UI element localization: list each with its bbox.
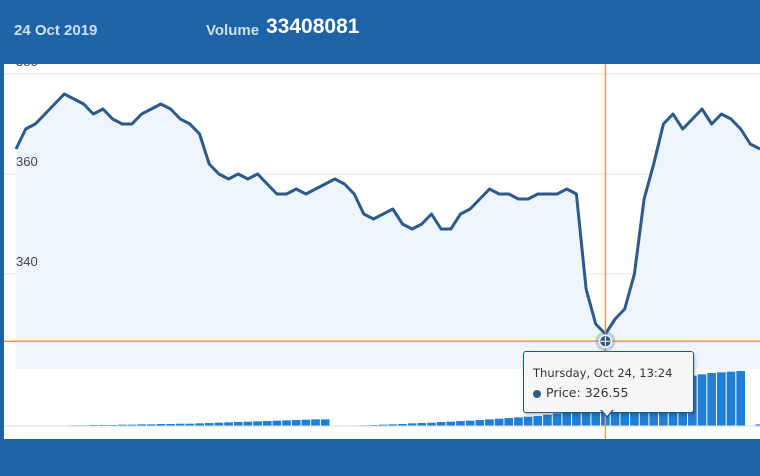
- volume-bar: [572, 409, 581, 426]
- volume-bar: [523, 416, 533, 426]
- volume-bar: [707, 372, 717, 426]
- tooltip-pointer-inner: [602, 410, 612, 416]
- volume-bar: [456, 421, 465, 426]
- volume-label: Volume: [206, 22, 260, 39]
- price-area-fill: [16, 94, 760, 369]
- volume-bar: [494, 418, 504, 426]
- volume-bar: [726, 371, 736, 426]
- volume-bar: [717, 372, 726, 426]
- volume-bar: [407, 423, 417, 426]
- price-line[interactable]: [14, 92, 760, 336]
- volume-bar: [417, 423, 427, 426]
- tooltip-value: 326.55: [584, 385, 629, 400]
- volume-bar: [465, 420, 475, 426]
- volume-value: 33408081: [266, 15, 360, 38]
- y-axis-tick-labels: 380 360 340: [16, 64, 38, 269]
- volume-bar: [204, 423, 214, 426]
- volume-bar: [562, 412, 572, 426]
- price-tooltip: Thursday, Oct 24, 13:24 Price: 326.55: [523, 351, 694, 418]
- y-tick-label: 380: [16, 64, 38, 69]
- volume-bar: [436, 422, 446, 426]
- volume-bar: [185, 423, 195, 426]
- volume-bar: [272, 420, 282, 426]
- volume-bar: [697, 374, 707, 426]
- volume-bar: [485, 419, 494, 426]
- volume-bar: [533, 416, 543, 426]
- volume-bar: [156, 424, 166, 426]
- volume-bar: [552, 413, 562, 426]
- volume-bar: [301, 419, 311, 426]
- volume-bar: [166, 424, 175, 426]
- chart-panel[interactable]: 380 360 340 Thursday, Oct 24, 13:24 Price:…: [4, 64, 760, 439]
- volume-bar: [543, 414, 552, 426]
- volume-bar: [175, 423, 185, 426]
- tooltip-body: Price: 326.55: [533, 385, 628, 400]
- volume-bar: [581, 401, 591, 426]
- session-date: 24 Oct 2019: [14, 22, 98, 39]
- volume-bar: [253, 421, 262, 426]
- volume-bar: [195, 423, 204, 426]
- volume-bar: [388, 424, 398, 426]
- volume-bar: [736, 371, 746, 426]
- volume-bar: [224, 422, 233, 426]
- volume-bar: [446, 421, 456, 426]
- volume-bar: [282, 420, 291, 426]
- volume-bar: [398, 424, 407, 426]
- volume-bar: [137, 424, 146, 426]
- y-tick-label: 360: [16, 154, 38, 169]
- series-marker-icon: [533, 389, 541, 398]
- volume-bar: [378, 424, 388, 426]
- volume-bar: [262, 421, 272, 426]
- volume-bar: [233, 422, 243, 426]
- volume-bar: [117, 424, 127, 426]
- volume-bar: [475, 420, 485, 426]
- volume-bar: [127, 424, 137, 426]
- tooltip-title: Thursday, Oct 24, 13:24: [533, 366, 673, 380]
- volume-bar: [514, 417, 523, 426]
- volume-bar: [427, 422, 436, 426]
- volume-bar: [320, 419, 330, 426]
- volume-bar: [146, 424, 156, 426]
- header-bar: 24 Oct 2019 Volume 33408081: [0, 0, 760, 64]
- volume-bar: [504, 418, 514, 426]
- tooltip-series: Price: [546, 385, 577, 400]
- volume-bar: [755, 424, 760, 426]
- y-tick-label: 340: [16, 254, 38, 269]
- volume-bar: [291, 420, 301, 426]
- volume-bar: [243, 421, 253, 426]
- volume-bar: [311, 419, 320, 426]
- volume-bar: [214, 422, 224, 426]
- footer-bar: [0, 439, 760, 476]
